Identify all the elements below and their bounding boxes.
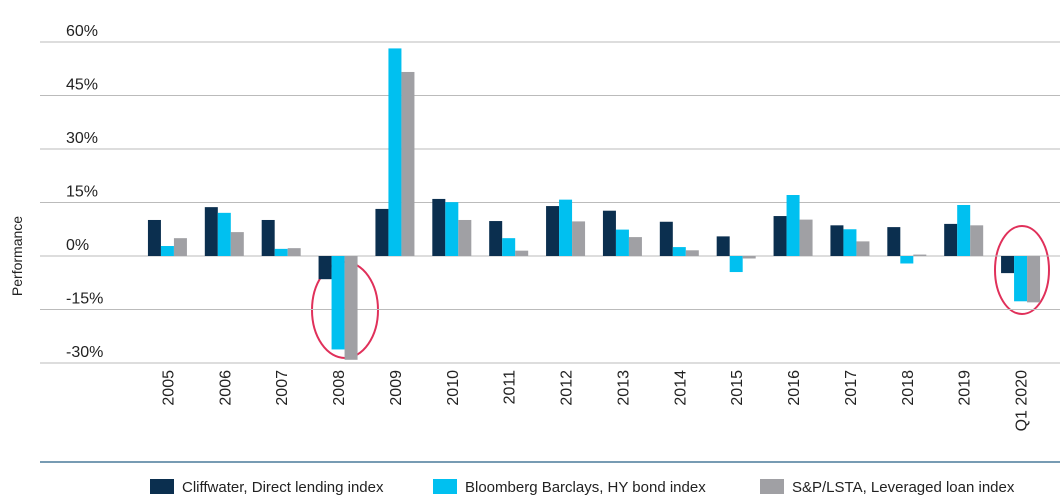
x-tick-label: 2014 — [672, 370, 689, 406]
bar — [204, 207, 218, 256]
x-tick-label: 2019 — [957, 370, 974, 406]
bar — [602, 210, 616, 256]
bar — [318, 256, 332, 280]
bar — [1001, 256, 1015, 274]
y-tick-label: 30% — [66, 130, 98, 147]
bar — [742, 256, 756, 259]
x-tick-label: 2006 — [217, 370, 234, 406]
bar — [375, 208, 389, 256]
bar — [261, 219, 275, 256]
bar — [160, 246, 174, 256]
x-tick-label: 2005 — [160, 370, 177, 406]
legend-label: Cliffwater, Direct lending index — [182, 479, 384, 496]
bar — [685, 250, 699, 256]
bar — [287, 248, 301, 256]
bar — [458, 219, 472, 256]
y-tick-label: 0% — [66, 237, 89, 254]
x-tick-label: 2017 — [843, 370, 860, 406]
bar — [401, 71, 415, 257]
x-tick-label: 2010 — [445, 370, 462, 406]
y-tick-label: 15% — [66, 184, 98, 201]
bar — [628, 237, 642, 256]
y-tick-label: -15% — [66, 291, 103, 308]
y-axis-label: Performance — [9, 216, 25, 296]
bar — [559, 199, 573, 256]
bar — [274, 248, 288, 256]
bar — [786, 195, 800, 256]
bar — [913, 254, 927, 256]
x-tick-label: 2007 — [274, 370, 291, 406]
bar — [615, 229, 629, 256]
bar — [230, 232, 244, 256]
bar — [799, 219, 813, 256]
x-tick-label: 2011 — [502, 370, 519, 405]
y-tick-label: 45% — [66, 77, 98, 94]
bar — [344, 256, 358, 360]
bar — [432, 198, 446, 256]
bar — [502, 238, 516, 256]
bar — [843, 229, 857, 256]
x-tick-label: 2015 — [729, 370, 746, 406]
legend-swatch — [150, 479, 174, 494]
bar — [887, 227, 901, 256]
bar — [659, 221, 673, 256]
bar — [388, 48, 402, 256]
x-tick-label: 2016 — [786, 370, 803, 406]
bar — [1027, 256, 1041, 303]
bar — [331, 256, 345, 350]
x-tick-label: 2013 — [615, 370, 632, 406]
bar — [1014, 256, 1028, 302]
x-tick-label: 2012 — [559, 370, 576, 406]
bar — [489, 221, 503, 256]
x-tick-label: 2008 — [331, 370, 348, 406]
legend-swatch — [433, 479, 457, 494]
bar — [729, 256, 743, 273]
bar — [572, 221, 586, 256]
bar — [900, 256, 914, 264]
bar — [217, 212, 231, 256]
x-tick-label: Q1 2020 — [1014, 370, 1031, 431]
bar — [515, 250, 529, 256]
x-tick-label: 2018 — [900, 370, 917, 406]
legend-swatch — [760, 479, 784, 494]
bar — [546, 206, 560, 256]
bar — [773, 216, 787, 256]
legend-label: Bloomberg Barclays, HY bond index — [465, 479, 706, 496]
y-tick-label: 60% — [66, 23, 98, 40]
bar — [944, 223, 958, 256]
legend-label: S&P/LSTA, Leveraged loan index — [792, 479, 1015, 496]
bar — [147, 219, 161, 256]
highlight-ellipse — [994, 225, 1050, 315]
bar — [173, 238, 187, 256]
bar — [957, 204, 971, 256]
bar — [672, 247, 686, 256]
bar — [830, 225, 844, 256]
bar — [856, 241, 870, 256]
x-tick-label: 2009 — [388, 370, 405, 406]
bar — [716, 236, 730, 256]
bar — [445, 202, 459, 256]
bar — [970, 225, 984, 256]
y-tick-label: -30% — [66, 344, 103, 361]
